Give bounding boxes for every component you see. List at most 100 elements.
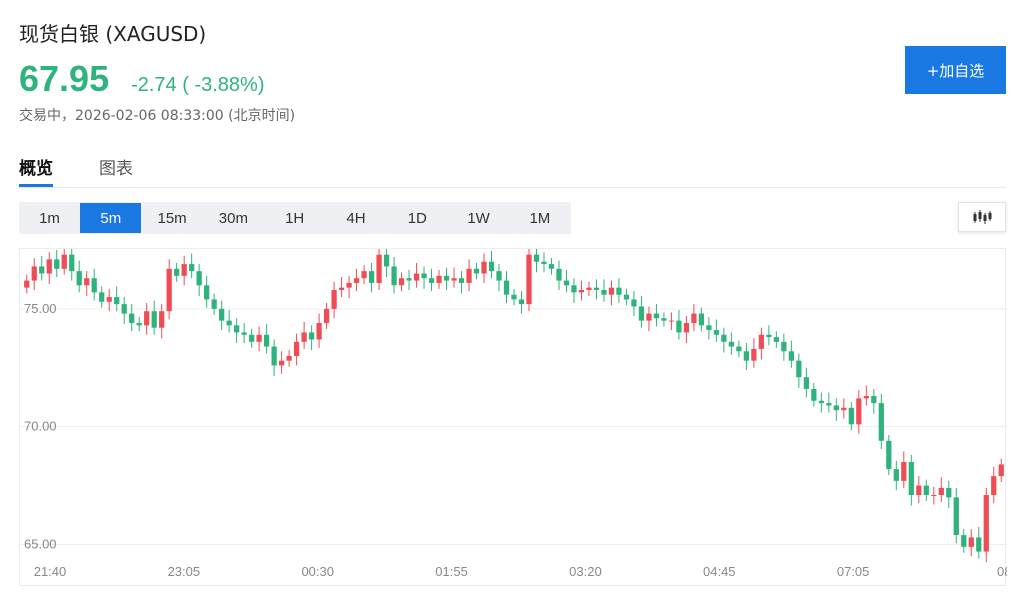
y-tick-label: 75.00 — [24, 301, 57, 316]
candle — [586, 281, 592, 296]
candle — [346, 275, 352, 299]
candle — [204, 275, 210, 308]
candle — [428, 268, 435, 292]
candle — [331, 281, 337, 319]
candle-body — [316, 322, 322, 340]
interval-1m[interactable]: 1M — [529, 209, 551, 227]
candle — [541, 252, 547, 273]
candle — [249, 328, 255, 348]
candle — [571, 278, 577, 303]
candle — [841, 398, 847, 419]
candle-body — [751, 348, 757, 361]
chart-type-button[interactable] — [958, 202, 1006, 232]
candle — [856, 390, 862, 434]
candle-body — [181, 264, 187, 276]
tab-overview[interactable]: 概览 — [19, 154, 53, 187]
candle-body — [76, 271, 82, 286]
candle-body — [706, 325, 712, 331]
interval-1m[interactable]: 1m — [39, 209, 60, 227]
candle-body — [758, 334, 764, 349]
candle-body — [968, 537, 974, 547]
candle — [968, 529, 974, 557]
candle — [631, 291, 637, 316]
candle-body — [136, 322, 142, 326]
candle-body — [586, 287, 592, 290]
candle-body — [931, 495, 937, 497]
candle-body — [256, 334, 262, 342]
x-tick-label: 03:20 — [569, 564, 602, 579]
candle-body — [503, 280, 510, 295]
candle — [234, 318, 240, 344]
price-chart[interactable]: 75.00 70.00 65.00 21:40 23:05 00:30 01:55 03:20… — [19, 244, 1022, 586]
candle — [84, 271, 90, 296]
y-tick-label: 70.00 — [24, 419, 57, 434]
add-to-watchlist-button[interactable]: +加自选 — [905, 46, 1006, 94]
candle — [308, 325, 315, 351]
candle — [159, 304, 165, 339]
candle — [136, 317, 142, 332]
candle-body — [428, 278, 435, 283]
candle — [661, 312, 667, 327]
x-tick-label: 21:40 — [34, 564, 67, 579]
candle-body — [833, 405, 839, 411]
candle — [368, 262, 375, 293]
interval-1d[interactable]: 1D — [407, 209, 427, 227]
candle-body — [796, 360, 802, 378]
candle — [511, 288, 517, 306]
candle-body — [946, 487, 952, 498]
interval-4h[interactable]: 4H — [346, 209, 366, 227]
candle — [803, 367, 809, 398]
candle — [481, 253, 487, 283]
candle — [818, 392, 824, 413]
candle-body — [286, 355, 292, 361]
tab-chart[interactable]: 图表 — [99, 159, 133, 179]
candle-body — [728, 341, 735, 347]
price-row: 67.95 -2.74 ( -3.88%) — [19, 58, 264, 100]
interval-1w[interactable]: 1W — [467, 209, 490, 227]
candle-body — [923, 485, 929, 496]
interval-30m[interactable]: 30m — [218, 209, 248, 227]
candle-body — [811, 388, 817, 401]
candle — [189, 253, 195, 279]
candle — [878, 393, 884, 450]
candle — [908, 454, 914, 506]
candle — [946, 480, 952, 508]
candle — [488, 251, 495, 279]
candle-body — [466, 268, 472, 283]
candle-body — [601, 289, 607, 295]
candle-body — [668, 320, 675, 322]
candle-body — [413, 273, 420, 281]
candle — [301, 321, 307, 349]
candle-body — [713, 330, 720, 335]
candle-body — [893, 469, 899, 481]
candle-body — [451, 278, 457, 281]
candle — [383, 247, 390, 278]
y-tick-label: 65.00 — [24, 537, 57, 552]
interval-5m[interactable]: 5m — [80, 203, 142, 233]
candle-body — [496, 271, 502, 281]
candle — [563, 269, 570, 293]
candle — [181, 255, 187, 286]
candle-body — [121, 304, 127, 314]
candle — [758, 327, 764, 360]
interval-15m[interactable]: 15m — [157, 209, 187, 227]
candle-body — [818, 400, 824, 404]
candle — [421, 266, 427, 289]
candle-body — [174, 268, 180, 276]
candle — [698, 307, 705, 332]
candle — [196, 264, 202, 296]
candle-body — [863, 396, 869, 399]
candle-body — [616, 287, 622, 295]
trading-status: 交易中，2026-02-06 08:33:00 (北京时间) — [19, 108, 296, 124]
candle — [691, 304, 697, 332]
candle — [518, 291, 525, 314]
candle — [728, 332, 735, 355]
candle — [458, 271, 465, 294]
candle-body — [983, 495, 989, 552]
candle-body — [458, 278, 465, 283]
candle — [901, 451, 907, 488]
candle — [361, 265, 367, 285]
candle — [174, 262, 180, 282]
candle-body — [84, 278, 90, 286]
interval-1h[interactable]: 1H — [285, 209, 305, 227]
